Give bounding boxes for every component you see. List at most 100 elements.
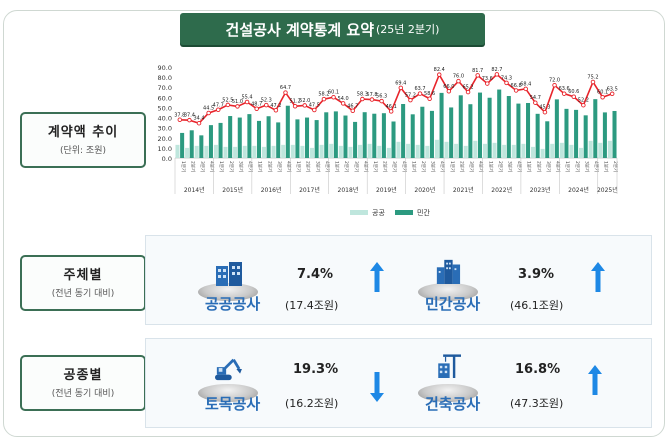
bar-public (463, 145, 468, 158)
bar-private (276, 122, 281, 158)
total-point (475, 73, 480, 78)
bar-private (593, 99, 598, 158)
quarter-tick-label: 1분기 (564, 161, 571, 172)
entity-sub: (전년 동기 대비) (51, 289, 115, 299)
private-up-arrow-icon (591, 262, 605, 292)
legend-swatch-private (395, 210, 413, 215)
bar-private (199, 135, 204, 158)
year-tick-label: 2014년 (184, 186, 205, 194)
total-data-label: 47.5 (309, 102, 320, 108)
bar-private (449, 107, 454, 158)
title-text: 건설공사 계약통계 요약 (225, 20, 374, 39)
bar-private (256, 120, 262, 158)
total-point (552, 82, 557, 88)
quarter-tick-label: 2분기 (228, 161, 235, 172)
total-point (533, 100, 538, 105)
total-data-label: 60.1 (328, 90, 339, 96)
quarter-tick-label: 1분기 (180, 161, 187, 172)
total-point (187, 117, 192, 123)
bar-public (338, 145, 343, 158)
entity-label: 주체별 (63, 268, 103, 283)
bar-public (377, 145, 382, 158)
year-tick-label: 2021년 (453, 186, 474, 194)
quarter-tick-label: 3분기 (237, 161, 244, 172)
building-change: 16.8% (515, 362, 561, 377)
total-data-label: 82.4 (434, 67, 445, 73)
total-data-label: 58.3 (357, 92, 368, 98)
public-works-label: 공공공사 (205, 295, 261, 313)
quarter-tick-label: 3분기 (468, 161, 475, 172)
total-point (379, 98, 384, 104)
quarter-tick-label: 1분기 (449, 161, 456, 172)
total-point (177, 117, 183, 123)
year-tick-label: 2022년 (491, 186, 512, 194)
quarter-tick-label: 3분기 (391, 161, 398, 172)
bar-public (396, 141, 401, 158)
total-data-label: 48.7 (251, 101, 262, 107)
bar-public (482, 143, 487, 158)
total-point (465, 89, 471, 95)
bar-public (242, 145, 247, 158)
bar-public (406, 143, 411, 158)
type-label-box: 공종별 (전년 동기 대비) (20, 355, 146, 411)
total-point (244, 99, 250, 105)
quarter-tick-label: 1분기 (526, 161, 533, 172)
quarter-tick-label: 2분기 (458, 161, 465, 172)
total-data-label: 60.1 (597, 90, 608, 96)
private-building-icon (436, 259, 461, 284)
total-data-label: 37.8 (174, 112, 185, 118)
total-point (225, 102, 231, 108)
bar-private (429, 110, 434, 158)
total-data-label: 45.3 (539, 105, 550, 111)
total-point (283, 90, 288, 95)
quarter-tick-label: 2분기 (497, 161, 504, 172)
total-data-label: 47.2 (270, 103, 281, 109)
quarter-tick-label: 2분기 (420, 161, 427, 172)
bar-public (290, 144, 295, 158)
total-data-label: 76.0 (453, 74, 464, 80)
bar-private (266, 116, 271, 158)
bar-public (454, 143, 459, 158)
legend-swatch-public (350, 210, 368, 215)
bar-private (612, 110, 617, 158)
total-point (523, 86, 528, 92)
bar-public (530, 146, 536, 158)
bar-public (473, 140, 478, 158)
bar-public (281, 144, 286, 158)
total-point (561, 91, 567, 96)
bar-public (444, 141, 449, 158)
bar-private (372, 113, 377, 158)
y-tick-label: 70.0 (158, 84, 172, 92)
bar-public (579, 147, 584, 158)
quarter-tick-label: 2분기 (574, 161, 581, 172)
bar-private (381, 113, 386, 158)
total-data-label: 75.2 (587, 74, 598, 80)
bar-private (314, 120, 319, 158)
bar-private (391, 121, 396, 158)
bar-private (468, 104, 473, 158)
bar-private (362, 112, 367, 158)
total-data-label: 52.3 (261, 98, 272, 104)
total-data-label: 63.6 (559, 86, 570, 92)
total-point (408, 97, 413, 103)
bar-public (213, 144, 218, 158)
bar-public (502, 144, 507, 158)
bar-public (550, 143, 555, 158)
quarter-tick-label: 4분기 (401, 161, 408, 172)
quarter-tick-label: 4분기 (247, 161, 254, 172)
total-point (273, 108, 279, 113)
quarter-tick-label: 1분기 (410, 161, 417, 172)
total-data-label: 47.7 (213, 102, 224, 108)
bar-public (204, 145, 209, 158)
total-data-label: 55.4 (241, 94, 252, 100)
quarter-tick-label: 1분기 (257, 161, 264, 172)
trend-label-box: 계약액 추이 (단위: 조원) (20, 112, 146, 168)
total-data-label: 56.3 (376, 94, 387, 100)
bar-private (208, 125, 213, 158)
excavator-icon (215, 358, 242, 381)
bar-private (526, 102, 531, 158)
total-point (600, 94, 605, 100)
bar-private (305, 117, 310, 158)
bar-private (439, 92, 444, 158)
total-data-label: 58.6 (424, 91, 435, 97)
